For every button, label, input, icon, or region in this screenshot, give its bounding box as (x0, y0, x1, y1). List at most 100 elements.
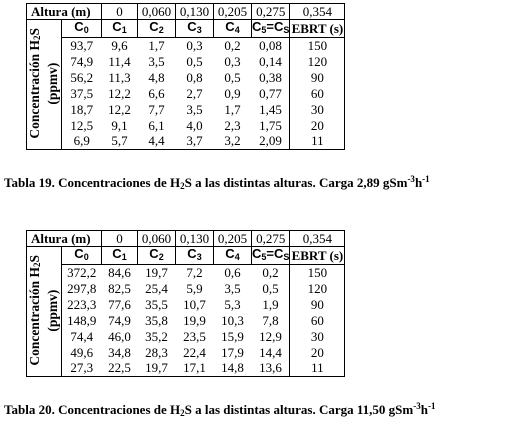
altura-value: 0,205 (213, 230, 252, 247)
concentration-header: C2 (137, 19, 176, 38)
ebrt-value: 30 (289, 328, 346, 345)
concentration-value: 6,6 (148, 85, 165, 101)
table-row: 372,2 84,6 19,7 7,2 0,6 0,2 150 (27, 264, 413, 281)
concentration-header: C3 (175, 19, 214, 38)
concentration-header: C4 (213, 19, 252, 38)
concentration-value: 93,7 (61, 37, 102, 54)
concentration-value: 3,2 (213, 133, 252, 150)
concentration-value: 0,3 (186, 37, 203, 53)
concentration-table-19: Altura (m) 0 0,060 0,130 0,205 0,275 0,354 Conc… (26, 3, 413, 150)
concentration-value: 0,08 (251, 37, 291, 54)
concentration-value: 49,6 (61, 344, 102, 361)
concentration-value: 0,8 (186, 69, 203, 85)
concentration-value: 12,2 (108, 85, 131, 101)
concentration-value: 6,9 (61, 133, 102, 150)
concentration-value: 5,7 (101, 133, 138, 150)
ebrt-value: 60 (289, 85, 346, 102)
concentration-value: 2,7 (186, 85, 203, 101)
concentration-value: 3,7 (175, 133, 214, 150)
concentration-value: 25,4 (145, 280, 168, 296)
concentration-value: 10,7 (183, 296, 206, 312)
concentration-value: 1,7 (148, 37, 165, 53)
concentration-header-row: Concentración H2S (ppmv) C0 C1 C2 C3 C4 C5=CS EB… (26, 19, 413, 150)
altura-value: 0,130 (175, 3, 214, 20)
concentration-value: 0,5 (186, 53, 203, 69)
concentration-value: 11,3 (108, 69, 131, 85)
concentration-value: 0,9 (224, 85, 241, 101)
concentration-header: C5=CS (250, 246, 291, 265)
concentration-value: 9,6 (111, 37, 128, 53)
concentration-value: 84,6 (108, 264, 131, 280)
concentration-value: 22,5 (101, 360, 138, 377)
concentration-value: 14,8 (213, 360, 252, 377)
ebrt-value: 150 (289, 264, 346, 281)
table-row: 12,5 9,1 6,1 4,0 2,3 1,75 20 (27, 117, 413, 134)
concentration-value: 74,4 (61, 328, 102, 345)
concentration-value: 77,6 (108, 296, 131, 312)
concentration-value: 5,9 (186, 280, 203, 296)
concentration-value: 1,45 (251, 101, 291, 118)
concentration-header: C2 (137, 246, 176, 265)
concentration-value: 23,5 (183, 328, 206, 344)
table-row: 74,4 46,0 35,2 23,5 15,9 12,9 30 (27, 328, 413, 345)
concentration-value: 2,3 (224, 117, 241, 133)
ebrt-value: 60 (289, 312, 346, 329)
table-row: 74,9 11,4 3,5 0,5 0,3 0,14 120 (27, 53, 413, 70)
concentration-header: C1 (101, 246, 138, 265)
altura-value: 0 (101, 230, 138, 247)
concentration-value: 223,3 (61, 296, 102, 313)
concentration-value: 17,1 (175, 360, 214, 377)
concentration-value: 27,3 (61, 360, 102, 377)
concentration-value: 9,1 (111, 117, 128, 133)
altura-value: 0 (101, 3, 138, 20)
concentration-value: 82,5 (108, 280, 131, 296)
concentration-value: 28,3 (145, 344, 168, 360)
concentration-value: 5,3 (224, 296, 241, 312)
concentration-value: 14,4 (251, 344, 291, 361)
ebrt-value: 20 (289, 344, 346, 361)
row-label: Concentración H2S (ppmv) (27, 254, 60, 366)
row-label-cell: Concentración H2S (ppmv) (26, 246, 62, 377)
table-row: 37,5 12,2 6,6 2,7 0,9 0,77 60 (27, 85, 413, 102)
table-row: 49,6 34,8 28,3 22,4 17,9 14,4 20 (27, 344, 413, 361)
ebrt-value: 120 (289, 53, 346, 70)
altura-value: 0,130 (175, 230, 214, 247)
concentration-value: 74,9 (108, 312, 131, 328)
ebrt-header: EBRT (s) (289, 19, 346, 38)
concentration-value: 3,5 (224, 280, 241, 296)
concentration-header: C1 (101, 19, 138, 38)
concentration-value: 7,8 (251, 312, 291, 329)
concentration-value: 7,7 (148, 101, 165, 117)
concentration-value: 0,38 (251, 69, 291, 86)
concentration-value: 0,6 (224, 264, 241, 280)
concentration-value: 22,4 (183, 344, 206, 360)
concentration-value: 12,9 (251, 328, 291, 345)
ebrt-value: 120 (289, 280, 346, 297)
table-row: 6,9 5,7 4,4 3,7 3,2 2,09 11 (27, 133, 413, 150)
ebrt-value: 30 (289, 101, 346, 118)
concentration-value: 0,14 (251, 53, 291, 70)
altura-value: 0,354 (289, 3, 346, 20)
concentration-value: 0,3 (224, 53, 241, 69)
concentration-value: 1,7 (224, 101, 241, 117)
concentration-value: 4,4 (137, 133, 176, 150)
concentration-value: 56,2 (61, 69, 102, 86)
concentration-value: 19,7 (137, 360, 176, 377)
concentration-value: 35,2 (145, 328, 168, 344)
concentration-value: 19,7 (145, 264, 168, 280)
ebrt-value: 11 (289, 360, 346, 377)
altura-value: 0,205 (213, 3, 252, 20)
concentration-value: 12,5 (61, 117, 102, 134)
ebrt-header: EBRT (s) (289, 246, 346, 265)
concentration-header: C4 (213, 246, 252, 265)
altura-value: 0,275 (250, 230, 291, 247)
concentration-value: 6,1 (148, 117, 165, 133)
concentration-value: 37,5 (61, 85, 102, 102)
ebrt-value: 90 (289, 69, 346, 86)
concentration-value: 7,2 (186, 264, 203, 280)
concentration-value: 3,5 (148, 53, 165, 69)
concentration-value: 297,8 (61, 280, 102, 297)
concentration-value: 46,0 (108, 328, 131, 344)
concentration-table-20: Altura (m) 0 0,060 0,130 0,205 0,275 0,354 Conc… (26, 230, 413, 377)
concentration-value: 18,7 (61, 101, 102, 118)
